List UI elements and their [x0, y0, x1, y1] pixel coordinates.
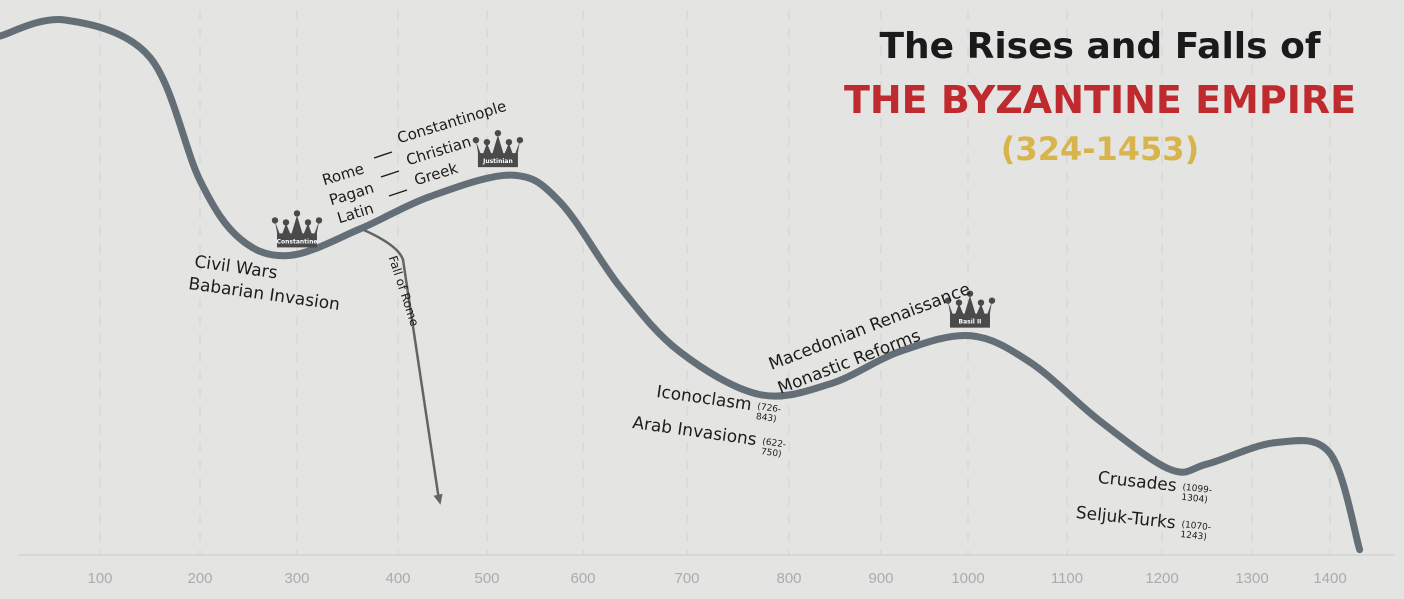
ruler-name: Basil II: [959, 319, 982, 326]
arrow-head: [433, 493, 443, 505]
x-tick-label: 900: [868, 570, 893, 587]
ruler-name: Constantine: [277, 238, 318, 245]
x-tick-label: 1100: [1051, 570, 1083, 587]
x-tick-label: 500: [474, 570, 499, 587]
arrow-latin: [388, 189, 408, 197]
seljuk-dates: (1070-1243): [1179, 520, 1212, 543]
crusades-dates: (1099-1304): [1180, 482, 1213, 506]
x-tick-label: 1200: [1145, 570, 1178, 587]
arab-dates: (622-750): [760, 437, 787, 460]
fall-of-rome-arrow: [360, 227, 440, 497]
x-tick-label: 700: [674, 570, 699, 587]
x-tick-label: 1000: [951, 570, 984, 587]
arrow-pagan: [380, 170, 400, 178]
x-tick-label: 1300: [1235, 570, 1268, 587]
transition-arrows: [373, 151, 408, 197]
crown-icon: Constantine: [271, 210, 323, 248]
x-tick-label: 1400: [1313, 570, 1346, 587]
ruler-name: Justinian: [482, 158, 513, 165]
crown-icon: Justinian: [472, 129, 524, 168]
x-tick-label: 200: [187, 570, 212, 587]
iconoclasm-dates: (726-843): [755, 402, 782, 425]
title-line3: (324-1453): [1000, 130, 1200, 168]
title-line1: The Rises and Falls of: [879, 26, 1321, 67]
x-tick-label: 100: [87, 570, 112, 587]
arrow-rome: [373, 151, 393, 159]
title-line2: THE BYZANTINE EMPIRE: [843, 78, 1357, 122]
empire-power-curve: [0, 16, 1364, 554]
x-tick-label: 600: [570, 570, 595, 587]
x-tick-label: 800: [776, 570, 801, 587]
x-tick-label: 300: [284, 570, 309, 587]
x-tick-label: 400: [385, 570, 410, 587]
crown-icon: Basil II: [944, 290, 996, 328]
